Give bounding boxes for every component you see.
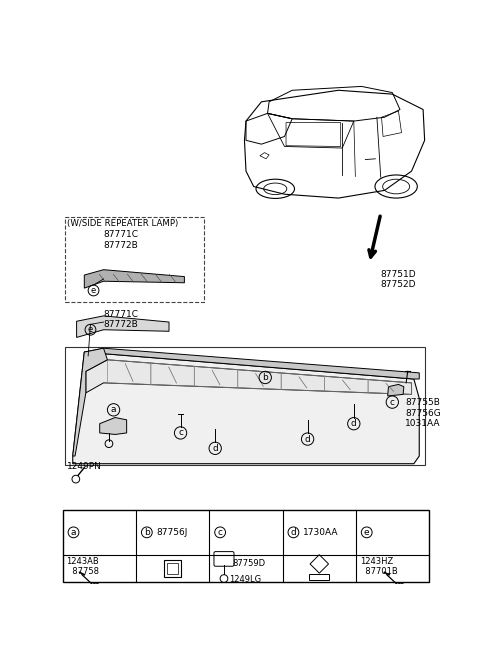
Text: b: b — [263, 373, 268, 382]
Text: e: e — [91, 286, 96, 295]
Text: 1243HZ
  87701B: 1243HZ 87701B — [360, 557, 397, 577]
Bar — [63, 510, 429, 583]
Bar — [65, 217, 204, 302]
Bar — [164, 560, 181, 577]
Text: 1243AB
  87758: 1243AB 87758 — [67, 557, 99, 577]
Text: d: d — [290, 528, 296, 537]
Text: d: d — [351, 419, 357, 428]
Text: 87771C
87772B: 87771C 87772B — [104, 310, 139, 329]
Polygon shape — [84, 348, 419, 379]
Bar — [65, 346, 425, 465]
Polygon shape — [73, 352, 419, 464]
Text: c: c — [178, 428, 183, 438]
Text: 1249PN: 1249PN — [67, 462, 102, 471]
Text: c: c — [217, 528, 223, 537]
Polygon shape — [86, 359, 411, 394]
Text: 87759D: 87759D — [232, 560, 265, 568]
Text: 87756J: 87756J — [156, 528, 187, 537]
Polygon shape — [73, 348, 108, 456]
Text: a: a — [111, 405, 116, 415]
Text: e: e — [364, 528, 370, 537]
Text: c: c — [390, 398, 395, 407]
Text: 1249LG: 1249LG — [228, 575, 261, 584]
Text: e: e — [88, 325, 93, 335]
Text: a: a — [71, 528, 76, 537]
Polygon shape — [84, 270, 184, 288]
Text: 87751D
87752D: 87751D 87752D — [381, 270, 416, 289]
Text: (W/SIDE REPEATER LAMP): (W/SIDE REPEATER LAMP) — [67, 219, 179, 228]
Polygon shape — [388, 384, 404, 396]
Text: 87771C
87772B: 87771C 87772B — [104, 230, 139, 250]
Polygon shape — [77, 316, 169, 337]
Polygon shape — [100, 417, 127, 434]
Bar — [168, 563, 178, 574]
Text: d: d — [212, 444, 218, 453]
Bar — [309, 574, 329, 580]
Text: b: b — [144, 528, 150, 537]
Text: 87755B
87756G
1031AA: 87755B 87756G 1031AA — [406, 398, 441, 428]
Text: 1730AA: 1730AA — [303, 528, 338, 537]
Text: d: d — [305, 434, 311, 443]
